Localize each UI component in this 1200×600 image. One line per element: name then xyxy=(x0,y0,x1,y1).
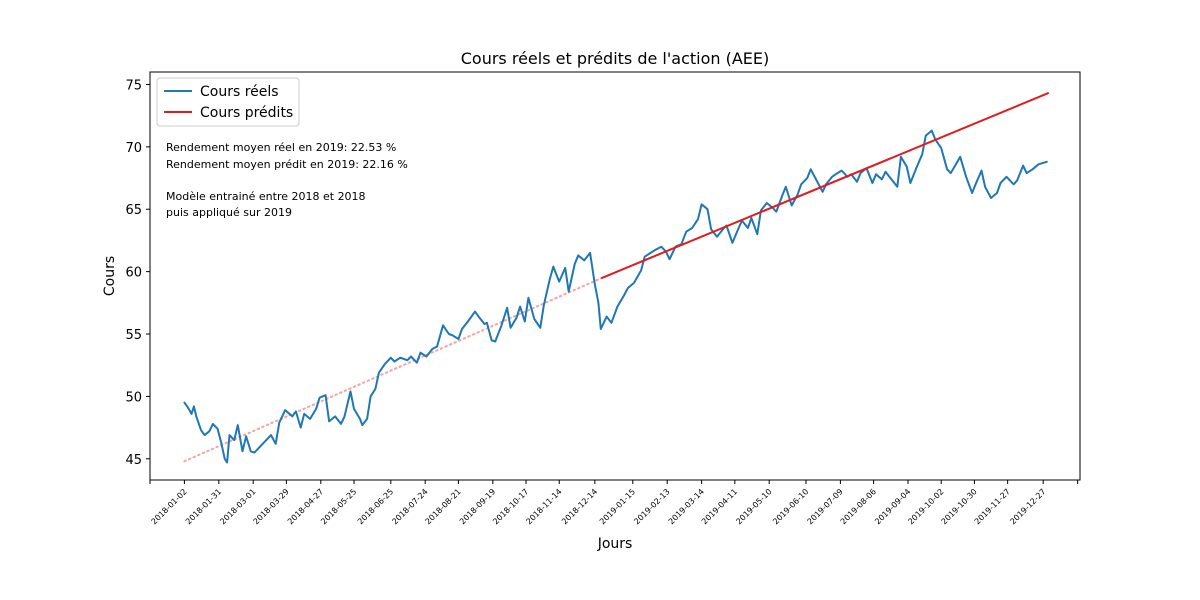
y-tick-label: 70 xyxy=(125,141,142,156)
y-axis-label: Cours xyxy=(102,256,118,296)
legend-box xyxy=(156,77,300,127)
y-tick-label: 55 xyxy=(125,328,142,343)
annotation-training-period: Modèle entrainé entre 2018 et 2018 xyxy=(166,190,366,203)
y-tick: 75 xyxy=(125,78,150,93)
y-tick: 70 xyxy=(125,141,150,156)
y-tick: 60 xyxy=(125,266,150,281)
y-axis: 45 50 55 60 65 70 75 xyxy=(125,78,150,468)
y-tick: 50 xyxy=(125,390,150,405)
x-axis-label: Jours xyxy=(597,536,633,552)
annotation-block: Rendement moyen réel en 2019: 22.53 % Re… xyxy=(166,141,408,219)
y-tick-label: 45 xyxy=(125,453,142,468)
series-layer xyxy=(183,92,1049,464)
legend: Cours réels Cours prédits xyxy=(156,77,300,127)
annotation-real-return: Rendement moyen réel en 2019: 22.53 % xyxy=(166,141,396,154)
series-predicted-line xyxy=(601,92,1049,279)
y-tick: 55 xyxy=(125,328,150,343)
legend-label-predicted: Cours prédits xyxy=(200,105,293,121)
series-real-line xyxy=(183,129,1048,464)
annotation-application: puis appliqué sur 2019 xyxy=(166,206,292,219)
y-tick: 45 xyxy=(125,453,150,468)
annotation-predicted-return: Rendement moyen prédit en 2019: 22.16 % xyxy=(166,158,408,171)
chart-title: Cours réels et prédits de l'action (AEE) xyxy=(461,49,770,68)
plot-frame xyxy=(149,71,1081,481)
y-tick-label: 60 xyxy=(125,266,142,281)
legend-label-real: Cours réels xyxy=(200,84,279,100)
y-tick: 65 xyxy=(125,203,150,218)
y-tick-label: 50 xyxy=(125,390,142,405)
y-tick-label: 65 xyxy=(125,203,142,218)
y-tick-label: 75 xyxy=(125,78,142,93)
